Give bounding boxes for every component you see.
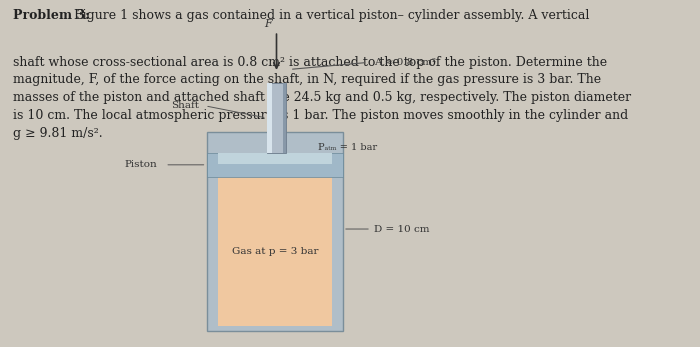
Text: F: F	[264, 19, 272, 29]
Text: Problem 3:: Problem 3:	[13, 9, 90, 22]
Bar	[267, 83, 272, 153]
Bar	[267, 83, 286, 153]
Bar	[206, 153, 343, 177]
Text: D = 10 cm: D = 10 cm	[374, 225, 430, 234]
Bar	[218, 177, 332, 326]
Text: Piston: Piston	[125, 160, 158, 169]
Text: shaft whose cross-sectional area is 0.8 cm² is attached to the top of the piston: shaft whose cross-sectional area is 0.8 …	[13, 56, 631, 140]
Text: A ≈ 0.8 cm²: A ≈ 0.8 cm²	[374, 58, 437, 67]
Bar	[218, 153, 332, 164]
Text: Figure 1 shows a gas contained in a vertical piston– cylinder assembly. A vertic: Figure 1 shows a gas contained in a vert…	[70, 9, 589, 22]
Bar	[284, 83, 286, 153]
Text: Gas at p = 3 bar: Gas at p = 3 bar	[232, 247, 318, 256]
Text: Shaft: Shaft	[172, 101, 200, 110]
Text: Pₐₜₘ = 1 bar: Pₐₜₘ = 1 bar	[318, 143, 377, 152]
Bar	[206, 132, 343, 331]
